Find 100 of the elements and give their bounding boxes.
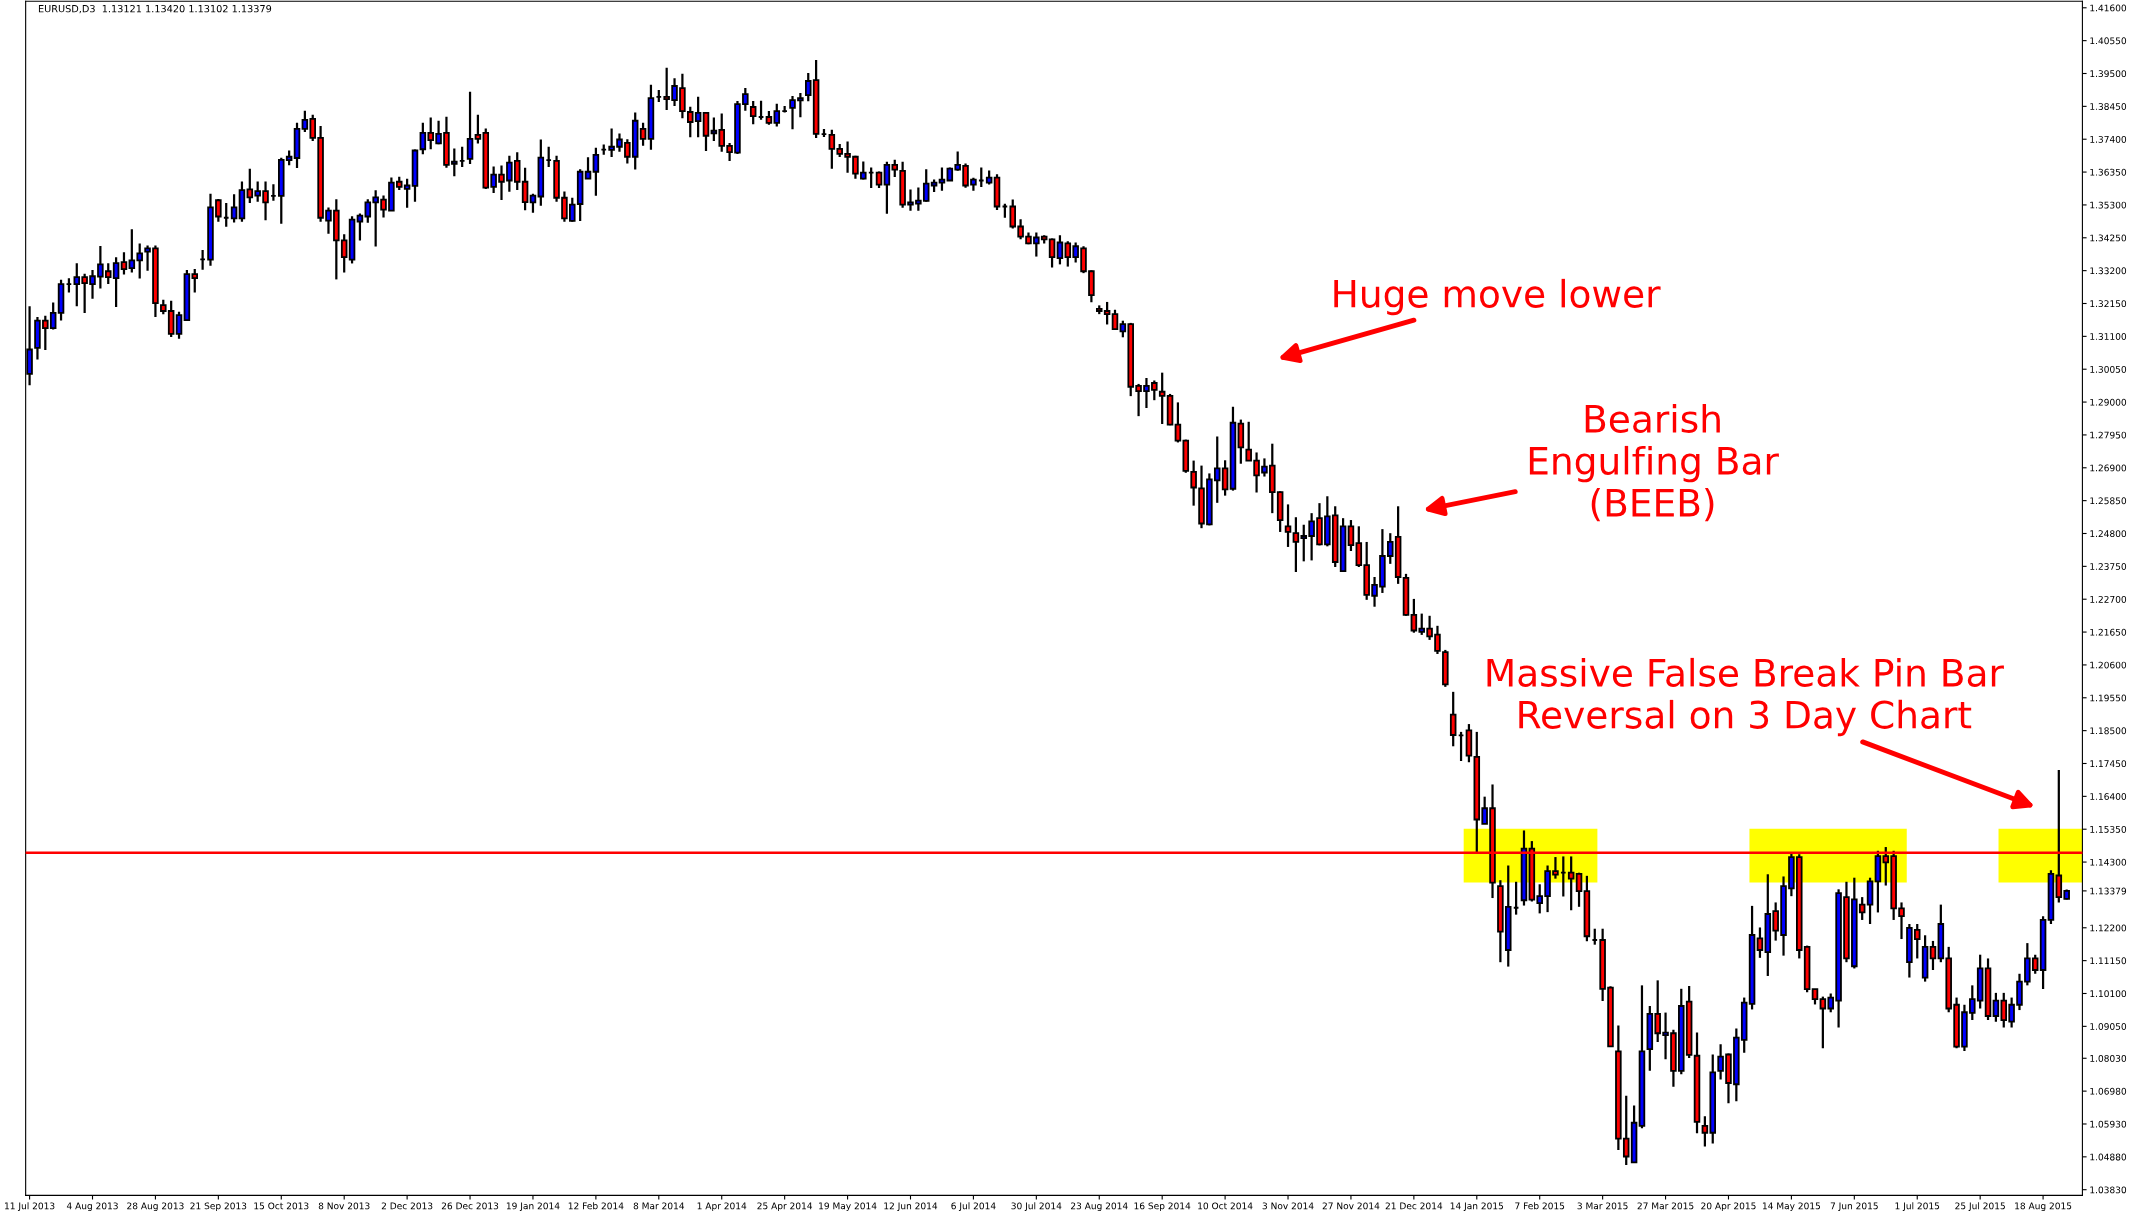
candlestick xyxy=(1284,503,1292,549)
candlestick xyxy=(466,90,474,166)
x-tick-label: 16 Sep 2014 xyxy=(1134,1202,1191,1212)
y-tick-label: 1.17450 xyxy=(2090,760,2127,768)
y-tick-label: 1.26900 xyxy=(2090,464,2127,472)
candlestick xyxy=(1866,876,1874,926)
candlestick xyxy=(883,160,891,215)
y-tick-label: 1.30050 xyxy=(2090,365,2127,373)
x-tick-label: 15 Oct 2013 xyxy=(254,1202,309,1210)
candlestick xyxy=(120,251,128,276)
x-tick-label: 30 Jul 2014 xyxy=(1011,1202,1062,1211)
x-tick-label: 23 Aug 2014 xyxy=(1071,1202,1128,1212)
x-tick-label: 25 Jul 2015 xyxy=(1955,1202,2005,1211)
candlestick xyxy=(1449,690,1457,748)
y-tick-label: 1.15350 xyxy=(2090,825,2127,833)
annotation: Huge move lower xyxy=(1334,278,1661,316)
candlestick xyxy=(1174,401,1182,444)
y-tick-label: 1.35300 xyxy=(2090,201,2127,209)
candlestick xyxy=(1756,926,1764,959)
candlestick xyxy=(639,121,647,147)
x-tick-label: 14 Jan 2015 xyxy=(1450,1202,1504,1211)
y-tick-label: 1.13379 xyxy=(2090,887,2127,895)
x-tick-label: 1 Apr 2014 xyxy=(697,1202,747,1212)
y-tick-label: 1.32150 xyxy=(2090,300,2127,308)
x-tick-label: 3 Nov 2014 xyxy=(1262,1202,1314,1210)
candlestick xyxy=(1567,855,1575,912)
chart-title: EURUSD,D3 1.13121 1.13420 1.13102 1.13379 xyxy=(38,4,272,14)
candlestick xyxy=(1048,237,1056,269)
x-tick-label: 1 Jul 2015 xyxy=(1895,1202,1940,1211)
x-tick-label: 10 Oct 2014 xyxy=(1198,1202,1253,1210)
y-tick-label: 1.22700 xyxy=(2090,595,2127,603)
y-tick-label: 1.09050 xyxy=(2090,1023,2127,1030)
annotation: Massive False Break Pin Bar Reversal on 3 Day Chart xyxy=(1487,657,2004,737)
x-tick-label: 7 Feb 2015 xyxy=(1515,1202,1565,1210)
candlestick xyxy=(1575,871,1583,908)
y-tick-label: 1.18500 xyxy=(2090,727,2127,735)
x-tick-label: 21 Dec 2014 xyxy=(1385,1202,1443,1210)
x-tick-label: 8 Nov 2013 xyxy=(318,1202,370,1210)
x-tick-label: 2 Dec 2013 xyxy=(381,1202,433,1210)
candlestick xyxy=(230,193,238,224)
candlestick xyxy=(773,102,781,128)
y-tick-label: 1.06980 xyxy=(2090,1087,2127,1095)
y-tick-label: 1.08030 xyxy=(2090,1055,2127,1062)
y-tick-label: 1.10100 xyxy=(2090,990,2127,998)
candlestick xyxy=(175,310,183,340)
x-tick-label: 21 Sep 2013 xyxy=(190,1202,247,1212)
candlestick xyxy=(592,146,600,197)
candlestick xyxy=(938,166,946,192)
y-tick-label: 1.41600 xyxy=(2090,4,2127,12)
candlestick xyxy=(1221,459,1229,497)
candlestick xyxy=(1158,371,1166,426)
x-tick-label: 3 Mar 2015 xyxy=(1577,1202,1628,1210)
y-tick-label: 1.31100 xyxy=(2090,333,2127,340)
y-tick-label: 1.04880 xyxy=(2090,1153,2127,1161)
y-tick-label: 1.38450 xyxy=(2090,103,2127,110)
x-tick-label: 25 Apr 2014 xyxy=(757,1202,813,1212)
x-tick-label: 12 Jun 2014 xyxy=(884,1202,938,1211)
x-tick-label: 12 Feb 2014 xyxy=(568,1202,624,1210)
y-tick-label: 1.37400 xyxy=(2090,135,2127,143)
candlestick xyxy=(1056,234,1064,266)
candlestick xyxy=(521,166,529,212)
y-tick-label: 1.14300 xyxy=(2090,858,2127,866)
y-tick-label: 1.33200 xyxy=(2090,267,2127,275)
y-tick-label: 1.23750 xyxy=(2090,563,2127,570)
y-tick-label: 1.20600 xyxy=(2090,661,2127,669)
y-tick-label: 1.39500 xyxy=(2090,70,2127,78)
x-tick-label: 14 May 2015 xyxy=(1762,1202,1821,1212)
y-tick-label: 1.25850 xyxy=(2090,497,2127,505)
x-tick-label: 28 Aug 2013 xyxy=(127,1202,184,1212)
x-tick-label: 4 Aug 2013 xyxy=(66,1202,118,1212)
x-tick-label: 19 May 2014 xyxy=(819,1202,877,1212)
candlestick xyxy=(702,110,710,153)
x-tick-label: 27 Mar 2015 xyxy=(1637,1202,1694,1210)
x-tick-label: 6 Jul 2014 xyxy=(951,1202,996,1211)
y-tick-label: 1.19550 xyxy=(2090,694,2127,702)
candlestick xyxy=(1237,418,1245,465)
y-tick-label: 1.12200 xyxy=(2090,924,2127,932)
y-tick-label: 1.11150 xyxy=(2090,957,2127,965)
y-tick-label: 1.27950 xyxy=(2090,431,2127,439)
y-tick-label: 1.16400 xyxy=(2090,793,2127,800)
y-tick-label: 1.21650 xyxy=(2090,628,2127,636)
x-tick-label: 7 Jun 2015 xyxy=(1830,1202,1878,1211)
y-tick-label: 1.05930 xyxy=(2090,1120,2127,1128)
candlestick xyxy=(1111,308,1119,331)
y-tick-label: 1.34250 xyxy=(2090,234,2127,242)
x-tick-label: 18 Aug 2015 xyxy=(2015,1202,2072,1212)
y-tick-label: 1.40550 xyxy=(2090,37,2127,45)
candlestick xyxy=(529,192,537,214)
candlestick xyxy=(584,156,592,180)
annotation: Bearish Engulfing Bar (BEEB) xyxy=(1529,403,1779,522)
y-tick-label: 1.36350 xyxy=(2090,168,2127,176)
x-tick-label: 8 Mar 2014 xyxy=(633,1202,685,1210)
candlestick xyxy=(1347,518,1355,553)
x-tick-label: 27 Nov 2014 xyxy=(1322,1202,1380,1210)
x-tick-label: 19 Jan 2014 xyxy=(506,1202,560,1211)
candlestick xyxy=(749,99,757,126)
x-tick-label: 20 Apr 2015 xyxy=(1701,1202,1756,1212)
x-tick-label: 26 Dec 2013 xyxy=(441,1202,499,1210)
candlestick xyxy=(474,113,482,145)
x-tick-label: 11 Jul 2013 xyxy=(5,1202,55,1211)
